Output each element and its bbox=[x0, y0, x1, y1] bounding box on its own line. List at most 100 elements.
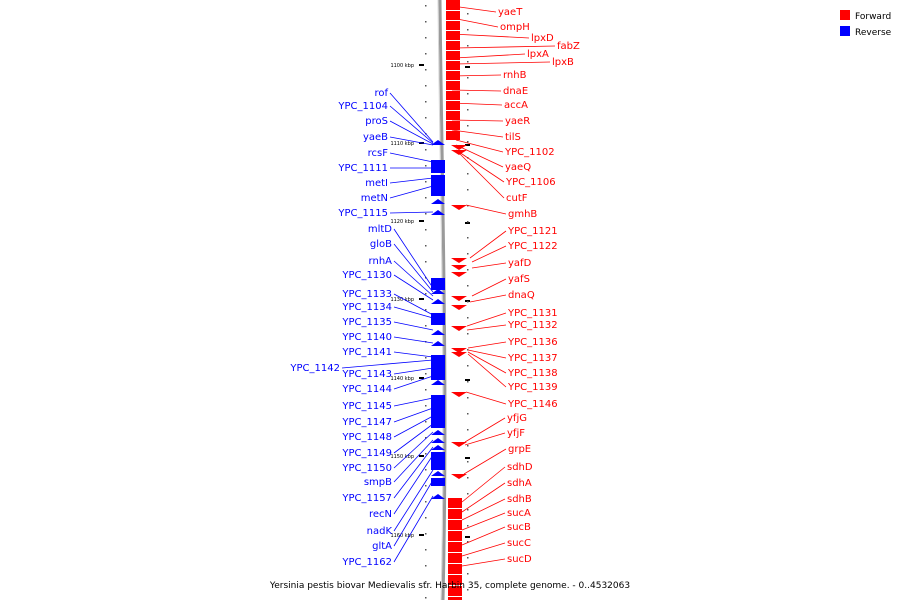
reverse-leader-line bbox=[393, 228, 434, 289]
minor-tick bbox=[425, 533, 427, 535]
reverse-feature-block bbox=[431, 160, 445, 173]
minor-tick bbox=[467, 525, 469, 527]
minor-tick bbox=[425, 517, 427, 519]
minor-tick bbox=[425, 437, 427, 439]
tick-label: 1120 kbp bbox=[390, 219, 414, 225]
reverse-leader-line bbox=[389, 92, 434, 143]
reverse-arrow bbox=[431, 140, 445, 145]
tick-label: 1160 kbp bbox=[390, 533, 414, 539]
minor-tick bbox=[425, 261, 427, 263]
legend-reverse-label: Reverse bbox=[855, 28, 892, 38]
feature-separator bbox=[446, 50, 460, 51]
forward-gene-label: rnhB bbox=[503, 70, 527, 81]
minor-tick bbox=[467, 173, 469, 175]
reverse-leader-line bbox=[389, 177, 434, 184]
forward-arrow bbox=[451, 205, 467, 210]
minor-tick bbox=[467, 381, 469, 383]
forward-gene-label: yaeQ bbox=[505, 162, 531, 173]
forward-gene-label: YPC_1146 bbox=[507, 399, 558, 410]
forward-arrow bbox=[451, 272, 467, 277]
forward-leader-line bbox=[451, 102, 503, 106]
reverse-gene-label: YPC_1135 bbox=[341, 317, 392, 328]
feature-separator bbox=[448, 596, 462, 597]
minor-tick bbox=[425, 53, 427, 55]
forward-leader-line bbox=[471, 278, 507, 297]
reverse-arrow bbox=[431, 341, 445, 346]
reverse-leader-line bbox=[389, 136, 434, 146]
minor-tick bbox=[467, 237, 469, 239]
forward-gene-label: accA bbox=[504, 100, 528, 111]
forward-gene-label: sucB bbox=[507, 522, 531, 533]
reverse-leader-line bbox=[393, 306, 434, 319]
forward-leader-line bbox=[469, 294, 507, 303]
reverse-leader-line bbox=[393, 431, 434, 469]
reverse-leader-line bbox=[393, 336, 434, 344]
minor-tick bbox=[425, 21, 427, 23]
forward-gene-label: lpxB bbox=[552, 57, 574, 68]
minor-tick bbox=[425, 325, 427, 327]
forward-leader-line bbox=[466, 312, 507, 327]
forward-leader-line bbox=[467, 349, 507, 359]
forward-gene-label: YPC_1138 bbox=[507, 368, 558, 379]
reverse-arrow bbox=[431, 289, 445, 294]
reverse-leader-line bbox=[393, 469, 434, 532]
feature-separator bbox=[446, 40, 460, 41]
minor-tick bbox=[425, 469, 427, 471]
reverse-leader-line bbox=[389, 120, 434, 145]
forward-gene-label: dnaE bbox=[503, 86, 528, 97]
legend-forward-label: Forward bbox=[855, 12, 891, 22]
tick-mark bbox=[465, 66, 470, 68]
forward-leader-line bbox=[461, 558, 506, 567]
tick-mark bbox=[465, 536, 470, 538]
forward-leader-line bbox=[466, 324, 507, 331]
forward-leader-line bbox=[451, 89, 502, 92]
forward-gene-label: grpE bbox=[508, 444, 531, 455]
map-caption: Yersinia pestis biovar Medievalis str. H… bbox=[269, 581, 630, 591]
minor-tick bbox=[425, 373, 427, 375]
reverse-leader-line bbox=[389, 185, 434, 199]
reverse-leader-line bbox=[393, 495, 434, 563]
forward-leader-line bbox=[461, 526, 506, 546]
forward-gene-label: sucD bbox=[507, 554, 532, 565]
reverse-leader-line bbox=[389, 211, 434, 214]
feature-layer bbox=[431, 0, 467, 600]
reverse-feature-block bbox=[431, 478, 445, 486]
feature-separator bbox=[448, 541, 462, 542]
minor-tick bbox=[467, 45, 469, 47]
minor-tick bbox=[425, 69, 427, 71]
reverse-gene-label: YPC_1111 bbox=[337, 163, 388, 174]
tick-mark bbox=[419, 220, 424, 222]
forward-gene-label: YPC_1137 bbox=[507, 353, 558, 364]
reverse-feature-block bbox=[431, 313, 445, 325]
reverse-gene-label: smpB bbox=[364, 477, 392, 488]
feature-separator bbox=[448, 563, 462, 564]
forward-gene-label: yafS bbox=[508, 274, 530, 285]
tick-mark bbox=[419, 64, 424, 66]
minor-tick bbox=[467, 93, 469, 95]
reverse-gene-label: YPC_1150 bbox=[341, 463, 392, 474]
tick-mark bbox=[419, 455, 424, 457]
reverse-gene-label: gloB bbox=[370, 239, 392, 250]
reverse-leader-line bbox=[393, 321, 434, 331]
minor-tick bbox=[467, 29, 469, 31]
reverse-arrow bbox=[431, 210, 445, 215]
reverse-feature-block bbox=[431, 412, 445, 420]
forward-leader-line bbox=[467, 351, 507, 374]
minor-tick bbox=[425, 453, 427, 455]
minor-tick bbox=[467, 285, 469, 287]
feature-separator bbox=[446, 110, 460, 111]
reverse-feature-block bbox=[431, 278, 445, 290]
reverse-gene-label: YPC_1140 bbox=[341, 332, 392, 343]
forward-gene-label: cutF bbox=[506, 193, 528, 204]
reverse-leader-line bbox=[393, 439, 434, 483]
reverse-arrow bbox=[431, 299, 445, 304]
forward-arrow bbox=[451, 352, 467, 357]
minor-tick bbox=[425, 597, 427, 599]
forward-leader-line bbox=[464, 432, 506, 446]
forward-gene-label: yaeT bbox=[498, 7, 523, 18]
forward-leader-line bbox=[454, 53, 526, 59]
forward-leader-line bbox=[463, 448, 507, 475]
reverse-leader-line bbox=[393, 293, 434, 316]
reverse-feature-block bbox=[431, 405, 445, 413]
forward-arrow bbox=[451, 474, 467, 479]
